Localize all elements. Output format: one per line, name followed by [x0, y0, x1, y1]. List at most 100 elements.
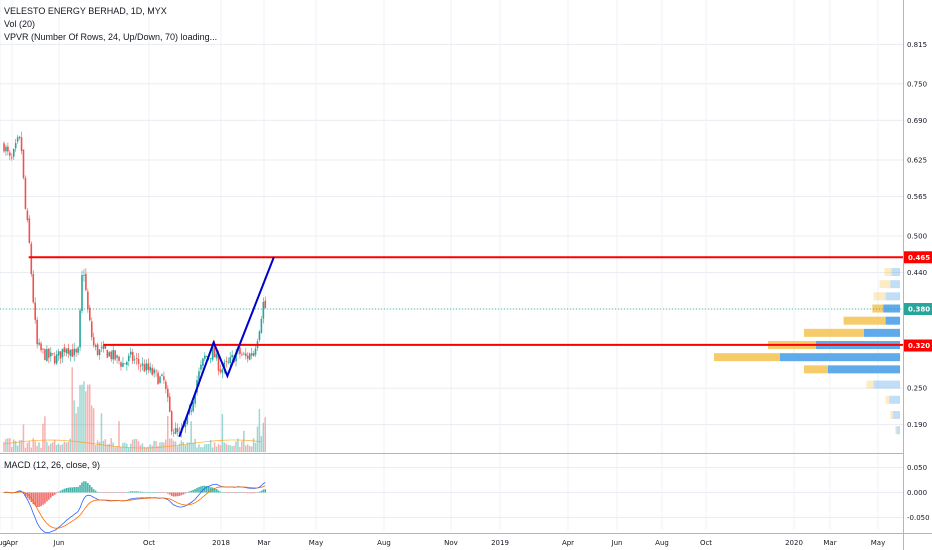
- volume-bar: [194, 438, 196, 452]
- macd-histogram-bar: [104, 492, 107, 493]
- volume-bar: [241, 441, 243, 452]
- time-tick-label: 2019: [491, 539, 509, 547]
- price-tick-label: 0.690: [907, 117, 927, 125]
- macd-histogram-bar: [139, 491, 142, 493]
- volume-bar: [145, 447, 148, 452]
- volume-bar: [114, 446, 116, 452]
- volume-bar: [108, 443, 110, 452]
- candle-body: [16, 137, 19, 142]
- candle-body: [170, 411, 173, 432]
- vpvr-indicator-label: VPVR (Number Of Rows, 24, Up/Down, 70) l…: [4, 32, 218, 42]
- volume-bar: [96, 440, 99, 452]
- candle-body: [227, 361, 230, 363]
- volume-bar: [213, 442, 216, 452]
- price-tick-label: 0.500: [907, 233, 927, 241]
- candle-body: [194, 393, 196, 404]
- candle-body: [204, 355, 206, 359]
- volume-bar: [256, 426, 259, 452]
- volume-bar: [12, 439, 15, 452]
- macd-histogram-bar: [48, 492, 50, 500]
- macd-histogram-bar: [30, 492, 33, 503]
- volume-bar: [40, 447, 42, 452]
- macd-histogram-bar: [96, 491, 99, 493]
- candle-body: [69, 349, 72, 356]
- price-tick-label: 0.440: [907, 269, 927, 277]
- macd-histogram-bar: [229, 492, 231, 493]
- candle-body: [20, 137, 23, 151]
- macd-histogram-bar: [170, 492, 173, 496]
- volume-bar: [50, 443, 52, 452]
- macd-histogram-bar: [71, 487, 74, 493]
- macd-histogram-bar: [198, 486, 200, 493]
- macd-histogram-bar: [221, 492, 224, 493]
- macd-histogram-bar: [145, 491, 148, 493]
- volume-profile-down-bar: [879, 280, 891, 289]
- candle-body: [32, 273, 35, 303]
- candle-body: [5, 146, 7, 152]
- macd-histogram-bar: [180, 492, 183, 496]
- macd-histogram-bar: [161, 492, 163, 493]
- volume-bar: [92, 408, 95, 452]
- candle-body: [83, 275, 85, 276]
- volume-bar: [235, 441, 237, 452]
- volume-bar: [211, 447, 214, 452]
- candle-body: [250, 353, 253, 356]
- candle-body: [172, 432, 175, 434]
- candle-body: [133, 359, 136, 361]
- candle-body: [30, 243, 33, 275]
- macd-histogram-bar: [163, 492, 165, 493]
- macd-histogram-bar: [250, 492, 253, 494]
- grid: [0, 0, 903, 530]
- volume-bar: [237, 438, 239, 452]
- candle-body: [186, 415, 189, 424]
- macd-histogram-bar: [153, 492, 155, 493]
- candle-body: [38, 342, 40, 345]
- volume-bar: [167, 415, 169, 452]
- volume-bar: [57, 443, 60, 452]
- candle-body: [143, 364, 146, 372]
- price-tick-label: 0.625: [907, 156, 927, 164]
- volume-bar: [143, 446, 146, 452]
- macd-histogram-bar: [246, 492, 249, 494]
- candle-body: [141, 363, 144, 366]
- volume-bar: [176, 446, 179, 452]
- candle-body: [131, 352, 134, 361]
- volume-bar: [110, 438, 112, 452]
- candle-body: [3, 143, 5, 152]
- candle-body: [75, 349, 77, 353]
- volume-bar: [131, 439, 134, 452]
- macd-histogram-bar: [83, 481, 85, 493]
- candle-body: [163, 376, 165, 381]
- volume-profile-down-bar: [872, 304, 884, 313]
- macd-histogram-bar: [118, 492, 120, 493]
- macd-histogram-bar: [51, 492, 54, 497]
- trend-line: [178, 256, 275, 438]
- volume-bar: [24, 447, 27, 452]
- candle-body: [24, 177, 27, 209]
- macd-histogram-bar: [120, 492, 122, 493]
- candle-body: [245, 353, 247, 357]
- volume-bar: [106, 444, 109, 452]
- time-tick-label: 2018: [212, 539, 230, 547]
- volume-bar: [26, 442, 29, 452]
- candle-body: [151, 367, 153, 375]
- candle-body: [161, 374, 163, 376]
- volume-bar: [258, 409, 261, 452]
- volume-bar: [48, 445, 50, 452]
- candle-body: [116, 355, 118, 358]
- candle-body: [209, 358, 212, 359]
- candle-body: [215, 353, 218, 359]
- volume-bar: [254, 442, 257, 452]
- volume-bar: [174, 441, 177, 452]
- volume-bar: [225, 443, 227, 452]
- time-tick-label: Oct: [700, 539, 712, 547]
- volume-profile-up-bar: [828, 365, 900, 374]
- volume-bar: [100, 413, 103, 452]
- candle-body: [223, 362, 226, 369]
- macd-histogram-bar: [135, 491, 138, 493]
- candle-body: [198, 371, 200, 381]
- volume-profile-up-bar: [780, 353, 900, 362]
- candle-body: [22, 149, 25, 178]
- candle-body: [126, 361, 128, 365]
